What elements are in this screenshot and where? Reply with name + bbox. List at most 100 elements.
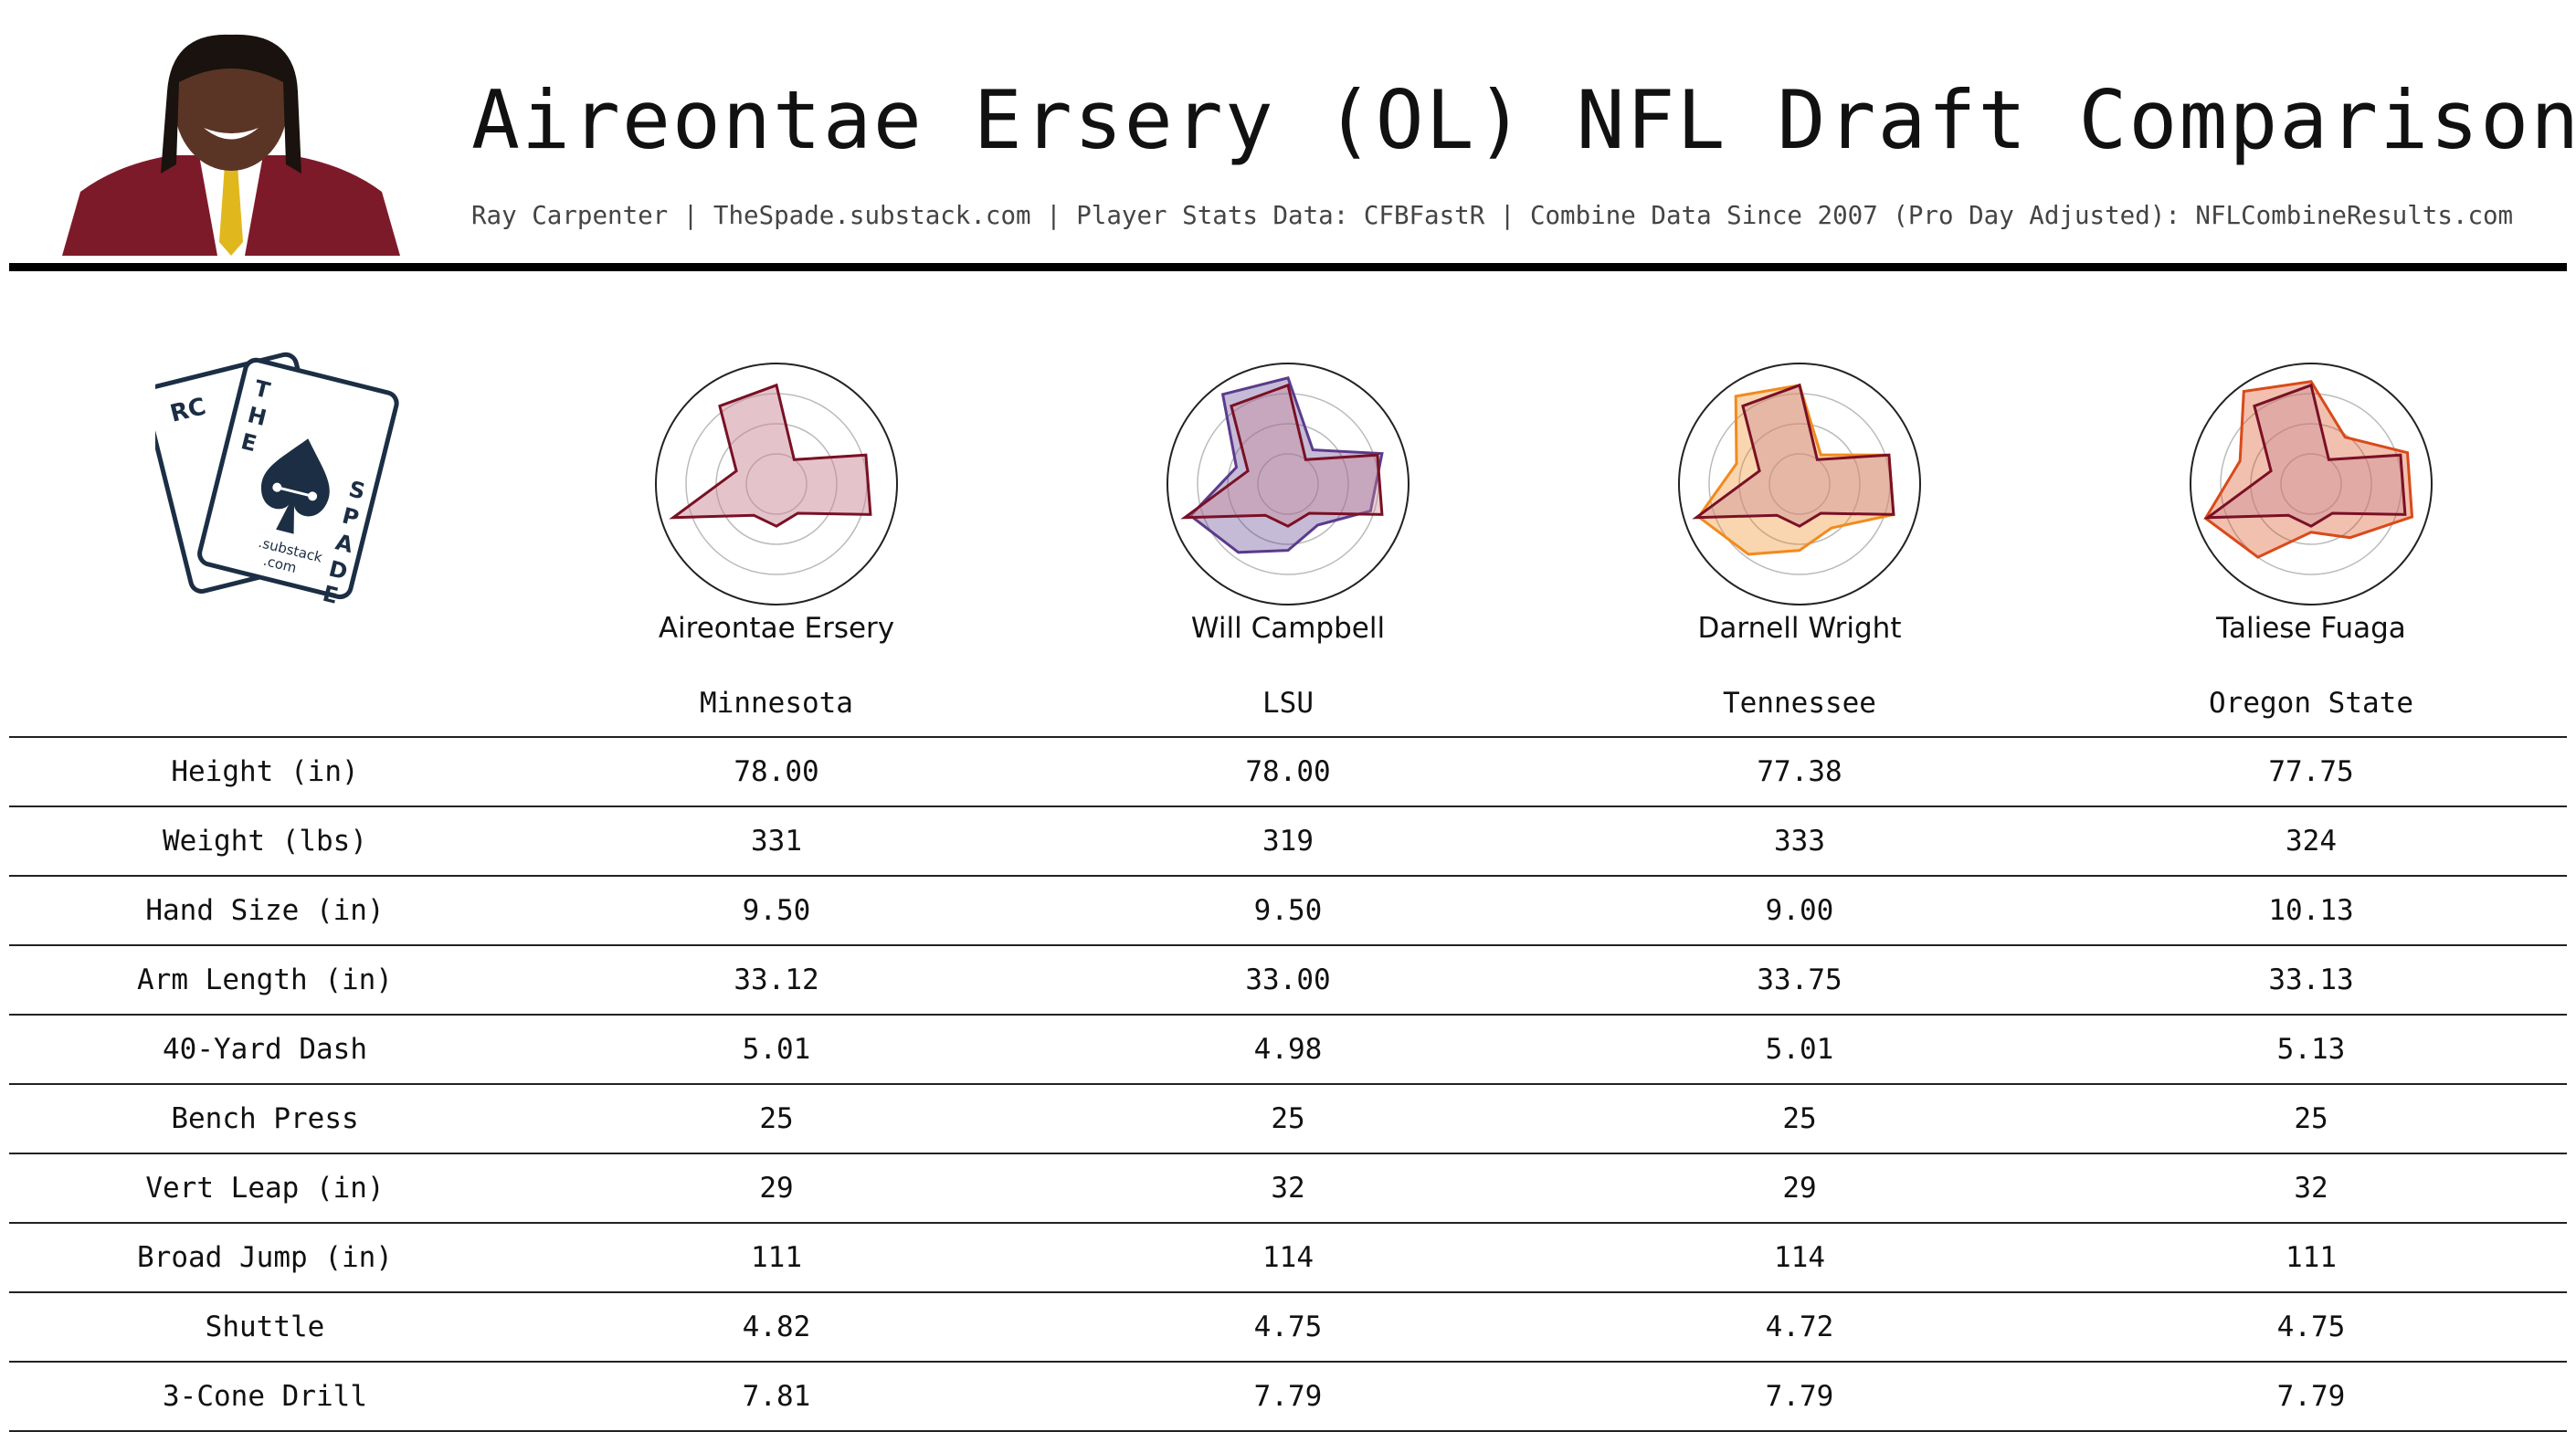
table-cell: 5.01 <box>1544 1014 2055 1084</box>
row-label: Hand Size (in) <box>9 875 521 945</box>
table-row: Height (in) 78.00 78.00 77.38 77.75 <box>9 736 2567 806</box>
row-label: 40-Yard Dash <box>9 1014 521 1084</box>
row-label: Arm Length (in) <box>9 944 521 1015</box>
table-cell: 29 <box>521 1153 1032 1223</box>
table-cell: 333 <box>1544 806 2055 876</box>
table-cell: 111 <box>521 1222 1032 1292</box>
table-cell: 9.00 <box>1544 875 2055 945</box>
player-name: Taliese Fuaga <box>2216 612 2406 645</box>
table-row: Arm Length (in) 33.12 33.00 33.75 33.13 <box>9 944 2567 1015</box>
smile-shape <box>204 128 259 140</box>
radar-grid-ring <box>2250 423 2372 545</box>
table-cell: 324 <box>2055 806 2567 876</box>
table-row: Shuttle 4.82 4.75 4.72 4.75 <box>9 1291 2567 1362</box>
table-cell: 33.12 <box>521 944 1032 1015</box>
table-cell: 114 <box>1544 1222 2055 1292</box>
player-column <box>521 347 1032 621</box>
radar-chart <box>655 363 898 605</box>
table-row: Bench Press 25 25 25 25 <box>9 1083 2567 1153</box>
radar-chart <box>2190 363 2433 605</box>
radar-grid-ring <box>1227 423 1349 545</box>
radar-grid-ring <box>1257 453 1319 515</box>
table-cell: 7.79 <box>1032 1361 1544 1432</box>
table-cell: 33.75 <box>1544 944 2055 1015</box>
radar-series-ersery <box>1692 383 1895 528</box>
table-cell: 7.81 <box>521 1361 1032 1432</box>
player-column <box>1032 347 1544 621</box>
radar-grid-ring <box>2280 453 2342 515</box>
page-title: Aireontae Ersery (OL) NFL Draft Comparis… <box>471 73 2576 167</box>
table-cell: 77.75 <box>2055 736 2567 806</box>
player-name: Darnell Wright <box>1697 612 1902 645</box>
table-row: 40-Yard Dash 5.01 4.98 5.01 5.13 <box>9 1014 2567 1084</box>
tie-shape <box>219 164 243 256</box>
table-cell: 33.00 <box>1032 944 1544 1015</box>
radar-chart <box>1678 363 1921 605</box>
player-column <box>1544 347 2055 621</box>
table-cell: 319 <box>1032 806 1544 876</box>
row-label: Bench Press <box>9 1083 521 1153</box>
table-row: 3-Cone Drill 7.81 7.79 7.79 7.79 <box>9 1361 2567 1432</box>
table-cell: 78.00 <box>521 736 1032 806</box>
radar-series-ersery <box>2203 383 2407 528</box>
table-cell: 4.75 <box>1032 1291 1544 1362</box>
table-cell: 4.98 <box>1032 1014 1544 1084</box>
radar-grid-ring <box>1738 423 1861 545</box>
table-row: Weight (lbs) 331 319 333 324 <box>9 806 2567 876</box>
radar-series-ersery <box>1180 383 1384 528</box>
row-label: 3-Cone Drill <box>9 1361 521 1432</box>
table-cell: 9.50 <box>1032 875 1544 945</box>
player-school: Minnesota <box>700 687 853 720</box>
radar-outer-ring <box>1678 363 1921 605</box>
table-row: Broad Jump (in) 111 114 114 111 <box>9 1222 2567 1292</box>
player-name: Aireontae Ersery <box>658 612 895 645</box>
player-school: LSU <box>1262 687 1314 720</box>
logo-letter: P <box>340 502 362 531</box>
radar-outer-ring <box>2190 363 2433 605</box>
spade-dot-left <box>272 482 282 492</box>
row-label: Broad Jump (in) <box>9 1222 521 1292</box>
table-cell: 331 <box>521 806 1032 876</box>
hair-shape <box>161 34 301 174</box>
table-row: Hand Size (in) 9.50 9.50 9.00 10.13 <box>9 875 2567 945</box>
table-cell: 29 <box>1544 1153 2055 1223</box>
table-cell: 25 <box>2055 1083 2567 1153</box>
radar-grid-ring <box>1768 453 1831 515</box>
radar-series-comparison <box>1188 376 1384 554</box>
table-cell: 111 <box>2055 1222 2567 1292</box>
combine-stats-table: Height (in) 78.00 78.00 77.38 77.75 Weig… <box>9 736 2567 1432</box>
table-cell: 78.00 <box>1032 736 1544 806</box>
table-cell: 25 <box>1032 1083 1544 1153</box>
logo-letter: S <box>346 476 368 504</box>
radar-outer-ring <box>1167 363 1409 605</box>
spade-icon <box>261 438 330 534</box>
player-school: Tennessee <box>1723 687 1876 720</box>
radar-series-ersery <box>669 383 872 528</box>
table-cell: 25 <box>1544 1083 2055 1153</box>
table-cell: 33.13 <box>2055 944 2567 1015</box>
table-cell: 7.79 <box>1544 1361 2055 1432</box>
radar-outer-ring <box>655 363 898 605</box>
row-label: Vert Leap (in) <box>9 1153 521 1223</box>
spade-line <box>276 486 313 498</box>
row-label: Weight (lbs) <box>9 806 521 876</box>
table-cell: 32 <box>1032 1153 1544 1223</box>
row-label: Shuttle <box>9 1291 521 1362</box>
page-subtitle: Ray Carpenter | TheSpade.substack.com | … <box>471 201 2514 230</box>
table-cell: 9.50 <box>521 875 1032 945</box>
table-cell: 77.38 <box>1544 736 2055 806</box>
table-cell: 114 <box>1032 1222 1544 1292</box>
logo-letter: T <box>252 375 273 404</box>
header-divider <box>9 263 2567 271</box>
table-row: Vert Leap (in) 29 32 29 32 <box>9 1153 2567 1223</box>
table-cell: 5.01 <box>521 1014 1032 1084</box>
player-name: Will Campbell <box>1190 612 1386 645</box>
logo-letter: E <box>238 428 259 457</box>
row-label: Height (in) <box>9 736 521 806</box>
the-spade-logo: RC T H E S P A D E .substack .com <box>155 352 399 609</box>
table-cell: 10.13 <box>2055 875 2567 945</box>
table-cell: 7.79 <box>2055 1361 2567 1432</box>
logo-letter: E <box>320 581 341 609</box>
player-school: Oregon State <box>2209 687 2413 720</box>
spade-dot-right <box>308 491 318 501</box>
